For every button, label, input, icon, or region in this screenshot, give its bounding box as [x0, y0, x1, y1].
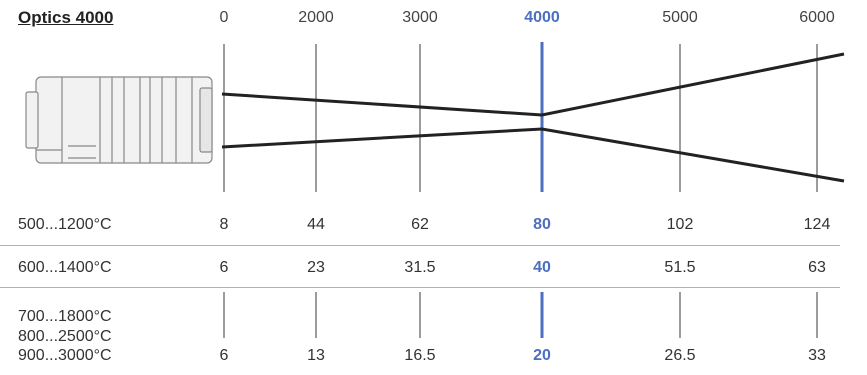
- row2-value-highlight: 40: [533, 259, 551, 276]
- beam-upper-line: [221, 52, 845, 117]
- row2-value: 23: [307, 259, 325, 276]
- sensor-icon: [25, 76, 213, 164]
- row2-value: 63: [808, 259, 826, 276]
- row3-gridlines: [223, 292, 818, 338]
- distance-gridlines: [223, 44, 818, 192]
- beam-lines: [221, 52, 845, 183]
- row3-value: 13: [307, 347, 325, 364]
- row3-range-label-1: 700...1800°C: [18, 308, 112, 325]
- beam-lower-line: [221, 127, 845, 183]
- optics-title: Optics 4000: [18, 8, 114, 27]
- row3-value: 33: [808, 347, 826, 364]
- row3-value: 6: [219, 347, 229, 364]
- row1-value: 124: [803, 216, 831, 233]
- row3-range-label-3: 900...3000°C: [18, 347, 112, 364]
- row2-value: 31.5: [404, 259, 436, 276]
- distance-label-2000: 2000: [298, 9, 334, 26]
- row1-value: 44: [307, 216, 325, 233]
- row-divider: [0, 245, 840, 246]
- distance-label-5000: 5000: [662, 9, 698, 26]
- distance-label-0: 0: [219, 9, 229, 26]
- row1-range-label: 500...1200°C: [18, 216, 112, 233]
- row2-range-label: 600...1400°C: [18, 259, 112, 276]
- row1-value: 102: [666, 216, 694, 233]
- row1-value-highlight: 80: [533, 216, 551, 233]
- row3-value-highlight: 20: [533, 347, 551, 364]
- row-divider: [0, 287, 840, 288]
- distance-label-4000: 4000: [524, 9, 560, 26]
- row3-range-label-2: 800...2500°C: [18, 328, 112, 345]
- row2-value: 51.5: [664, 259, 696, 276]
- distance-label-6000: 6000: [799, 9, 835, 26]
- row1-value: 8: [219, 216, 229, 233]
- distance-label-3000: 3000: [402, 9, 438, 26]
- row3-value: 26.5: [664, 347, 696, 364]
- row3-value: 16.5: [404, 347, 436, 364]
- row2-value: 6: [219, 259, 229, 276]
- row1-value: 62: [411, 216, 429, 233]
